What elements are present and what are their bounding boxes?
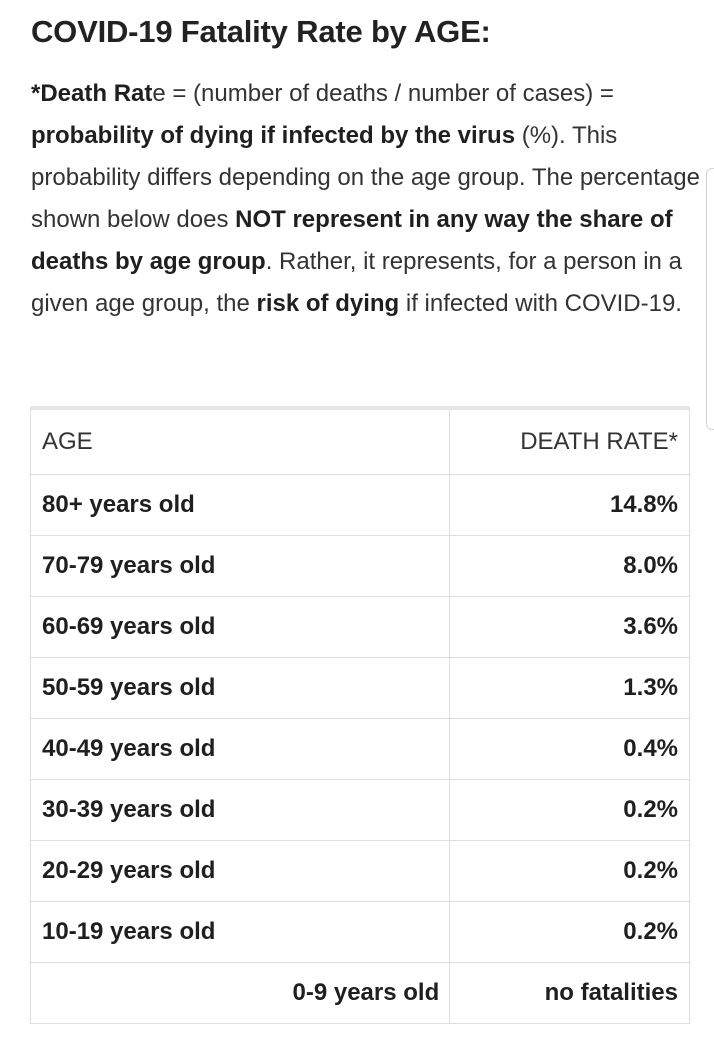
age-cell: 10-19 years old — [29, 900, 451, 963]
death-rate-table: AGE DEATH RATE* 80+ years old 14.8% 70-7… — [29, 406, 690, 1024]
table-row: 70-79 years old 8.0% — [29, 534, 690, 597]
age-cell: 40-49 years old — [29, 717, 451, 780]
page-title: COVID-19 Fatality Rate by AGE: — [31, 14, 491, 49]
table-row: 0-9 years old no fatalities — [29, 961, 690, 1024]
table-row: 20-29 years old 0.2% — [29, 839, 690, 902]
rate-cell: 0.2% — [449, 900, 690, 963]
intro-not-share-emphasis: NOT represent in any way the share of de… — [31, 206, 673, 275]
intro-rather-text: . Rather, it represents, for a person in… — [31, 248, 682, 317]
rate-cell: 3.6% — [449, 595, 690, 658]
rate-cell: 0.2% — [449, 778, 690, 841]
intro-closing-text: if infected with COVID-19. — [399, 290, 682, 317]
intro-probability-emphasis: probability of dying if infected by the … — [31, 122, 516, 149]
death-rate-column-header: DEATH RATE* — [449, 407, 690, 475]
intro-paragraph: *Death Rate = (number of deaths / number… — [31, 73, 701, 325]
age-cell: 30-39 years old — [29, 778, 451, 841]
age-cell: 50-59 years old — [29, 656, 451, 719]
table-row: 40-49 years old 0.4% — [29, 717, 690, 780]
table-row: 50-59 years old 1.3% — [29, 656, 690, 719]
table-row: 10-19 years old 0.2% — [29, 900, 690, 963]
age-cell: 20-29 years old — [29, 839, 451, 902]
age-cell: 60-69 years old — [29, 595, 451, 658]
table-row: 60-69 years old 3.6% — [29, 595, 690, 658]
scroll-edge-handle[interactable] — [706, 168, 714, 430]
table-header-row: AGE DEATH RATE* — [29, 407, 690, 475]
age-cell: 70-79 years old — [29, 534, 451, 597]
age-column-header: AGE — [29, 407, 451, 475]
rate-cell: 14.8% — [449, 473, 690, 536]
rate-cell: 0.2% — [449, 839, 690, 902]
intro-formula-text: e = (number of deaths / number of cases)… — [152, 80, 614, 107]
rate-cell: no fatalities — [449, 961, 690, 1024]
age-cell: 80+ years old — [29, 473, 451, 536]
rate-cell: 0.4% — [449, 717, 690, 780]
rate-cell: 1.3% — [449, 656, 690, 719]
age-cell: 0-9 years old — [29, 961, 451, 1024]
intro-death-rate-label: *Death Rat — [31, 80, 153, 107]
rate-cell: 8.0% — [449, 534, 690, 597]
intro-risk-emphasis: risk of dying — [256, 290, 400, 317]
table-row: 80+ years old 14.8% — [29, 473, 690, 536]
intro-age-group-text: (%). This probability differs depending … — [31, 122, 700, 233]
table-row: 30-39 years old 0.2% — [29, 778, 690, 841]
